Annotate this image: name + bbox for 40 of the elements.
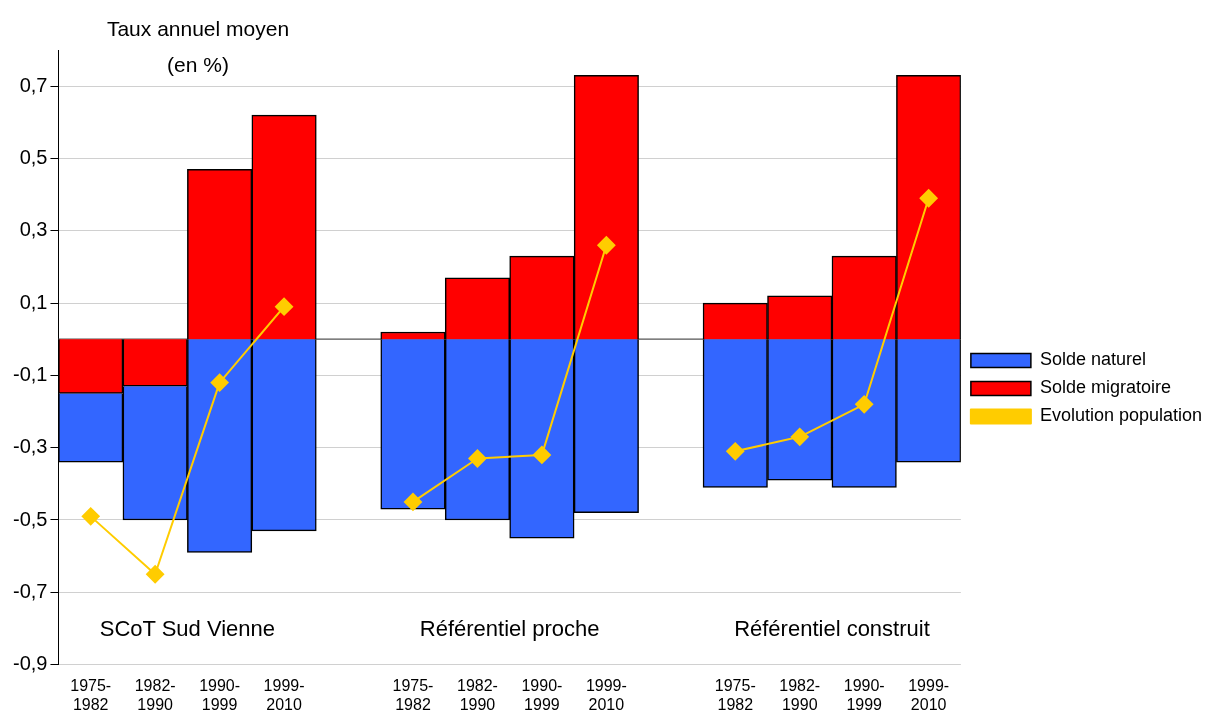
x-tick-label: 1975-1982 <box>392 676 434 713</box>
y-tick-label: -0,3 <box>12 435 48 458</box>
point <box>726 442 745 461</box>
x-tick-label: 1990-1999 <box>199 676 241 713</box>
y-tick-label: -0,9 <box>12 652 48 675</box>
x-tick-label: 1999-2010 <box>908 676 950 713</box>
y-axis-title: Taux annuel moyen (en %) <box>106 17 290 76</box>
annotation: Référentiel construit <box>734 616 930 642</box>
legend-label: Solde naturel <box>1039 349 1146 370</box>
point <box>468 449 487 468</box>
x-tick-label: 1982-1990 <box>779 676 821 713</box>
point <box>532 445 551 464</box>
point <box>855 395 874 414</box>
y-tick-label: 0,5 <box>19 145 48 168</box>
y-tick-label: -0,1 <box>12 362 48 385</box>
point <box>275 297 294 316</box>
y-tick-label: -0,7 <box>12 579 48 602</box>
point <box>597 236 616 255</box>
point <box>403 492 422 511</box>
y-tick-label: 0,7 <box>19 73 48 96</box>
x-tick-label: 1990-1999 <box>521 676 563 713</box>
point <box>146 565 165 584</box>
x-tick-label: 1975-1982 <box>70 676 112 713</box>
annotation: SCoT Sud Vienne <box>99 616 276 642</box>
x-tick-label: 1975-1982 <box>714 676 756 713</box>
x-tick-label: 1982-1990 <box>134 676 176 713</box>
point <box>790 427 809 446</box>
y-tick-label: -0,5 <box>12 507 48 530</box>
y-tick-label: 0,1 <box>19 290 48 313</box>
x-tick-label: 1999-2010 <box>263 676 305 713</box>
legend-label: Evolution population <box>1039 405 1202 426</box>
y-tick-label: 0,3 <box>19 218 48 241</box>
point <box>81 507 100 526</box>
x-tick-label: 1990-1999 <box>843 676 885 713</box>
x-tick-label: 1999-2010 <box>585 676 627 713</box>
point <box>210 373 229 392</box>
x-tick-label: 1982-1990 <box>456 676 498 713</box>
point <box>919 189 938 208</box>
annotation: Référentiel proche <box>419 616 600 642</box>
legend-label: Solde migratoire <box>1039 377 1171 398</box>
